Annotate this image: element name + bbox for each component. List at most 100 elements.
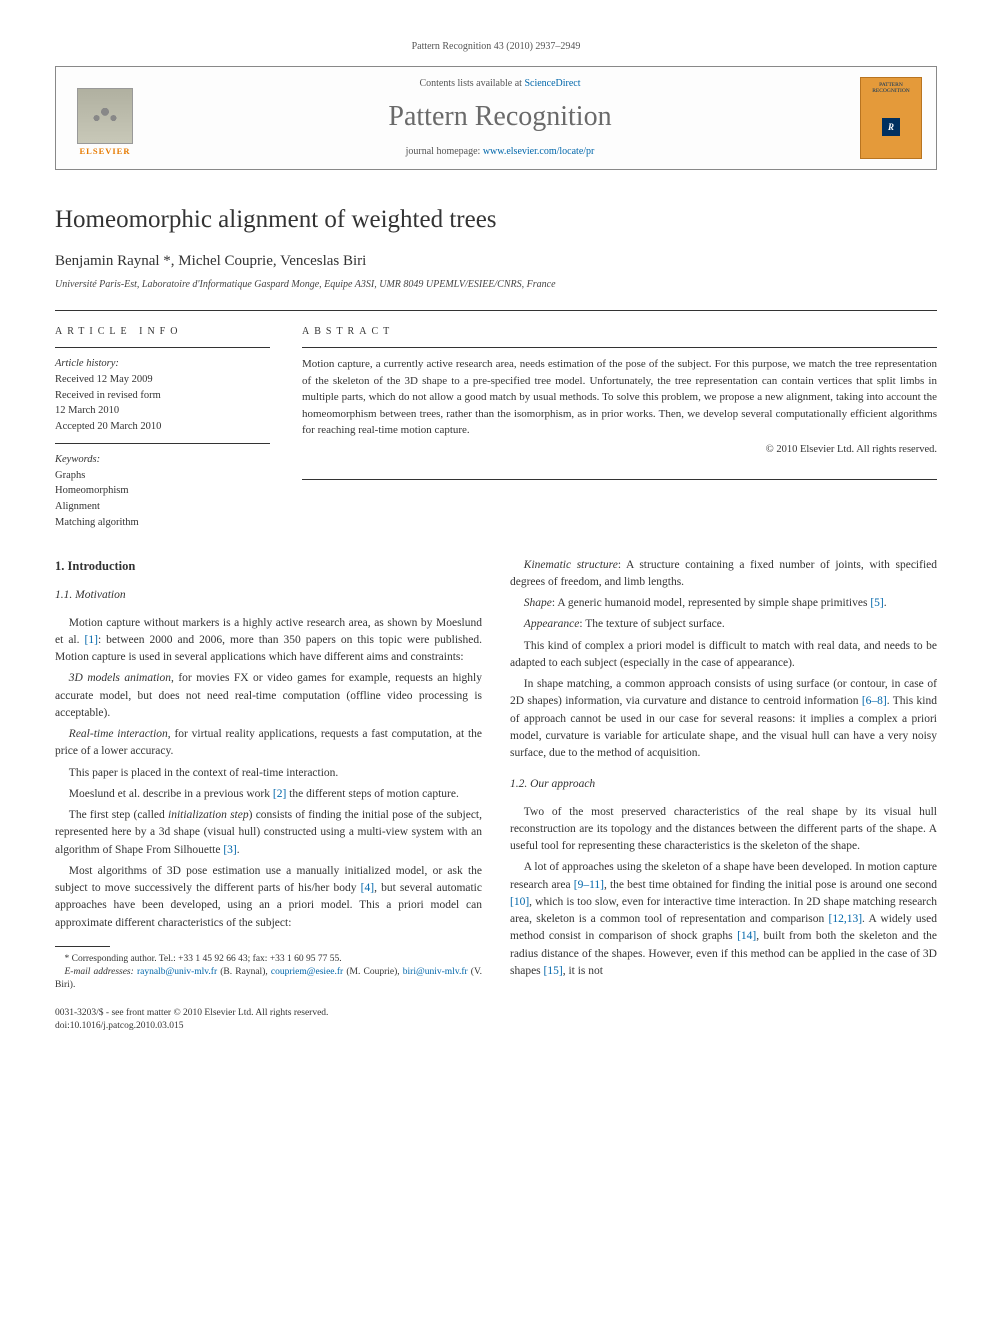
homepage-prefix: journal homepage: [406,146,483,157]
body-para: In shape matching, a common approach con… [510,676,937,762]
runin-label: 3D models animation [69,672,171,684]
body-para: Two of the most preserved characteristic… [510,804,937,856]
article-info-heading: ARTICLE INFO [55,325,270,339]
body-para: A lot of approaches using the skeleton o… [510,859,937,980]
corresponding-author-note: * Corresponding author. Tel.: +33 1 45 9… [55,953,482,966]
body-para: Appearance: The texture of subject surfa… [510,616,937,633]
info-rule-1 [55,347,270,348]
journal-homepage-line: journal homepage: www.elsevier.com/locat… [154,145,846,159]
runin-label: initialization step [168,809,249,821]
keyword-2: Homeomorphism [55,483,270,499]
body-para: This paper is placed in the context of r… [55,765,482,782]
body-para: Kinematic structure: A structure contain… [510,557,937,592]
ref-link-4[interactable]: [4] [361,882,374,894]
body-para: 3D models animation, for movies FX or vi… [55,670,482,722]
keyword-4: Matching algorithm [55,515,270,531]
text-span: , the best time obtained for finding the… [604,879,937,891]
article-body: 1. Introduction 1.1. Motivation Motion c… [55,557,937,993]
email-addresses-line: E-mail addresses: raynalb@univ-mlv.fr (B… [55,966,482,993]
text-span: (M. Couprie), [343,967,403,977]
abstract-heading: ABSTRACT [302,325,937,339]
history-revised-line2: 12 March 2010 [55,403,270,419]
abstract-rule [302,347,937,348]
ref-link-3[interactable]: [3] [223,844,236,856]
ref-link-10[interactable]: [10] [510,896,529,908]
journal-homepage-link[interactable]: www.elsevier.com/locate/pr [483,146,595,157]
body-para: This kind of complex a priori model is d… [510,638,937,673]
ref-link-12-13[interactable]: [12,13] [828,913,862,925]
elsevier-logo: ELSEVIER [70,78,140,158]
contents-available-line: Contents lists available at ScienceDirec… [154,77,846,91]
author-list: Benjamin Raynal *, Michel Couprie, Vence… [55,251,937,272]
body-para: The first step (called initialization st… [55,807,482,859]
text-span: The first step (called [69,809,168,821]
abstract-text: Motion capture, a currently active resea… [302,356,937,439]
abstract-bottom-rule [302,479,937,480]
journal-cover-thumbnail: PATTERN RECOGNITION R [860,77,922,159]
footer-copyright: 0031-3203/$ - see front matter © 2010 El… [55,1007,937,1020]
body-para: Most algorithms of 3D pose estimation us… [55,863,482,932]
text-span: : The texture of subject surface. [579,618,724,630]
abstract-copyright: © 2010 Elsevier Ltd. All rights reserved… [302,443,937,458]
section-1-2-heading: 1.2. Our approach [510,776,937,793]
runin-label: Real-time interaction [69,728,168,740]
keyword-1: Graphs [55,468,270,484]
elsevier-tree-icon [77,88,133,144]
sciencedirect-link[interactable]: ScienceDirect [524,78,580,89]
text-span: , it is not [563,965,603,977]
email-link-2[interactable]: coupriem@esiee.fr [271,967,343,977]
masthead-center: Contents lists available at ScienceDirec… [154,77,846,158]
abstract-column: ABSTRACT Motion capture, a currently act… [302,325,937,531]
text-span: . [237,844,240,856]
body-para: Shape: A generic humanoid model, represe… [510,595,937,612]
footer-doi: doi:10.1016/j.patcog.2010.03.015 [55,1020,937,1033]
article-title: Homeomorphic alignment of weighted trees [55,202,937,237]
text-span: Moeslund et al. describe in a previous w… [69,788,273,800]
ref-link-6-8[interactable]: [6–8] [862,695,887,707]
ref-link-15[interactable]: [15] [544,965,563,977]
journal-name: Pattern Recognition [154,97,846,136]
affiliation: Université Paris-Est, Laboratoire d'Info… [55,278,937,292]
info-rule-2 [55,443,270,444]
body-para: Motion capture without markers is a high… [55,615,482,667]
footnote-rule [55,946,110,947]
journal-masthead: ELSEVIER Contents lists available at Sci… [55,66,937,170]
text-span: (B. Raynal), [217,967,271,977]
ref-link-14[interactable]: [14] [737,930,756,942]
body-para: Real-time interaction, for virtual reali… [55,726,482,761]
history-accepted: Accepted 20 March 2010 [55,419,270,435]
text-span: the different steps of motion capture. [286,788,459,800]
body-para: Moeslund et al. describe in a previous w… [55,786,482,803]
article-history: Article history: Received 12 May 2009 Re… [55,356,270,435]
ref-link-1[interactable]: [1] [85,634,98,646]
section-1-1-heading: 1.1. Motivation [55,587,482,604]
email-link-3[interactable]: biri@univ-mlv.fr [403,967,468,977]
keywords-label: Keywords: [55,452,270,468]
section-1-heading: 1. Introduction [55,557,482,576]
footnotes: * Corresponding author. Tel.: +33 1 45 9… [55,953,482,993]
text-span: : A generic humanoid model, represented … [552,597,870,609]
keywords-block: Keywords: Graphs Homeomorphism Alignment… [55,452,270,531]
email-link-1[interactable]: raynalb@univ-mlv.fr [137,967,217,977]
runin-label: Shape [524,597,552,609]
runin-label: Kinematic structure [524,559,618,571]
ref-link-5[interactable]: [5] [870,597,883,609]
elsevier-wordmark: ELSEVIER [80,146,131,158]
info-abstract-row: ARTICLE INFO Article history: Received 1… [55,310,937,531]
running-head: Pattern Recognition 43 (2010) 2937–2949 [55,40,937,54]
cover-logo-icon: R [882,118,900,136]
email-label: E-mail addresses: [65,967,134,977]
text-span: : between 2000 and 2006, more than 350 p… [55,634,482,663]
ref-link-2[interactable]: [2] [273,788,286,800]
history-received: Received 12 May 2009 [55,372,270,388]
article-info-column: ARTICLE INFO Article history: Received 1… [55,325,270,531]
ref-link-9-11[interactable]: [9–11] [574,879,604,891]
history-label: Article history: [55,356,270,372]
page-footer: 0031-3203/$ - see front matter © 2010 El… [55,1007,937,1034]
keyword-3: Alignment [55,499,270,515]
history-revised-line1: Received in revised form [55,388,270,404]
runin-label: Appearance [524,618,580,630]
cover-title: PATTERN RECOGNITION [865,82,917,94]
text-span: . [884,597,887,609]
contents-prefix: Contents lists available at [419,78,524,89]
